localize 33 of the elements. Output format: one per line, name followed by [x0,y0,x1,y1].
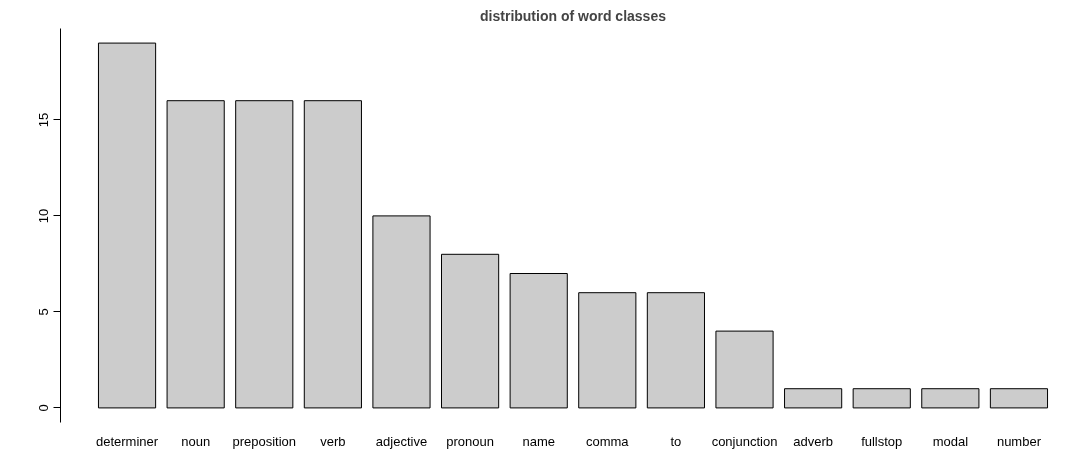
x-tick-label: to [670,433,682,449]
bar [578,292,637,409]
bar [372,215,431,409]
bar [441,253,500,409]
x-tick-label: determiner [95,433,159,449]
bar [303,100,362,409]
x-tick-label: verb [320,433,346,449]
x-tick-label: fullstop [861,433,903,449]
bar [235,100,294,409]
bar [97,42,157,409]
x-tick-label: number [996,433,1042,449]
chart-title: distribution of word classes [480,7,667,24]
bar [715,330,774,409]
bar [852,388,911,409]
y-tick-label: 15 [36,112,52,128]
x-tick-label: modal [932,433,969,449]
x-tick-label: noun [181,433,211,449]
x-tick-label: name [522,433,555,449]
bar [166,100,225,409]
x-tick-label: adverb [793,433,833,449]
y-tick-label: 10 [36,208,52,224]
bar [646,292,705,409]
y-tick-label: 5 [36,308,52,316]
bar [509,273,568,409]
bar [921,388,980,409]
x-tick-label: adjective [375,433,428,449]
y-tick-label: 0 [36,404,52,412]
bar [784,388,843,409]
x-tick-label: preposition [232,433,297,449]
x-tick-label: conjunction [711,433,778,449]
x-tick-label: pronoun [446,433,494,449]
x-tick-label: comma [585,433,630,449]
bar [989,388,1049,409]
